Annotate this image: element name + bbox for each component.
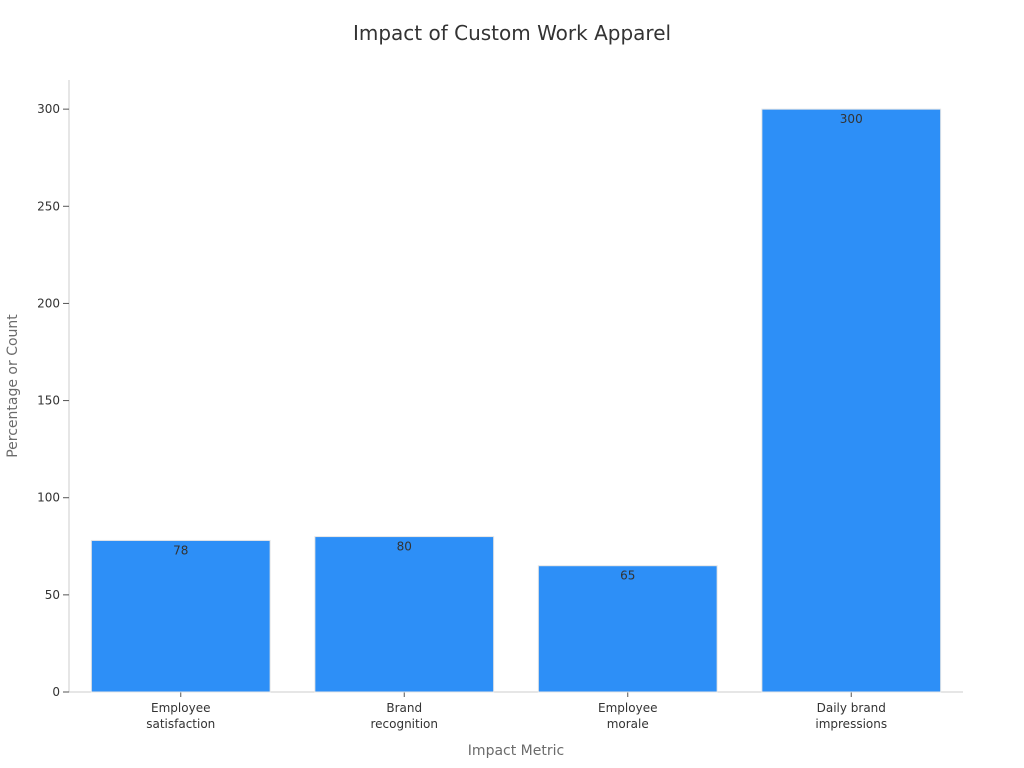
bar-value-label: 80 xyxy=(397,540,412,554)
y-tick-label: 0 xyxy=(52,685,60,699)
chart-title: Impact of Custom Work Apparel xyxy=(353,21,671,45)
bar-value-label: 65 xyxy=(620,569,635,583)
y-tick-label: 200 xyxy=(37,296,60,310)
bar xyxy=(761,108,942,693)
x-tick-label: Employee morale xyxy=(598,701,657,731)
x-tick-label: Employee satisfaction xyxy=(146,701,215,731)
bar-value-label: 78 xyxy=(173,543,188,557)
x-tick-label-line: Daily brand xyxy=(817,701,886,715)
x-axis-title: Impact Metric xyxy=(468,743,564,759)
y-axis: 0 50 100 150 200 250 300 xyxy=(37,80,70,699)
y-tick-label: 250 xyxy=(37,199,60,213)
y-tick-label: 300 xyxy=(37,102,60,116)
x-tick-label-line: morale xyxy=(607,717,649,731)
y-tick-label: 100 xyxy=(37,491,60,505)
y-tick-label: 50 xyxy=(45,588,60,602)
x-tick-label-line: satisfaction xyxy=(146,717,215,731)
bar xyxy=(314,536,495,693)
y-axis-title: Percentage or Count xyxy=(5,314,21,458)
bar xyxy=(90,539,271,693)
x-axis: Employee satisfaction Brand recognition Empl… xyxy=(69,691,963,731)
bar-value-label: 300 xyxy=(840,112,863,126)
x-tick-label-line: impressions xyxy=(815,717,887,731)
x-tick-label-line: Brand xyxy=(386,701,422,715)
data-labels: 78 80 65 300 xyxy=(173,112,863,583)
y-tick-label: 150 xyxy=(37,394,60,408)
x-tick-label-line: Employee xyxy=(151,701,210,715)
bar-series xyxy=(90,108,942,693)
bar xyxy=(537,565,718,693)
x-tick-label-line: Employee xyxy=(598,701,657,715)
x-tick-label: Brand recognition xyxy=(370,701,438,731)
x-tick-label-line: recognition xyxy=(370,717,438,731)
x-tick-label: Daily brand impressions xyxy=(815,701,887,731)
